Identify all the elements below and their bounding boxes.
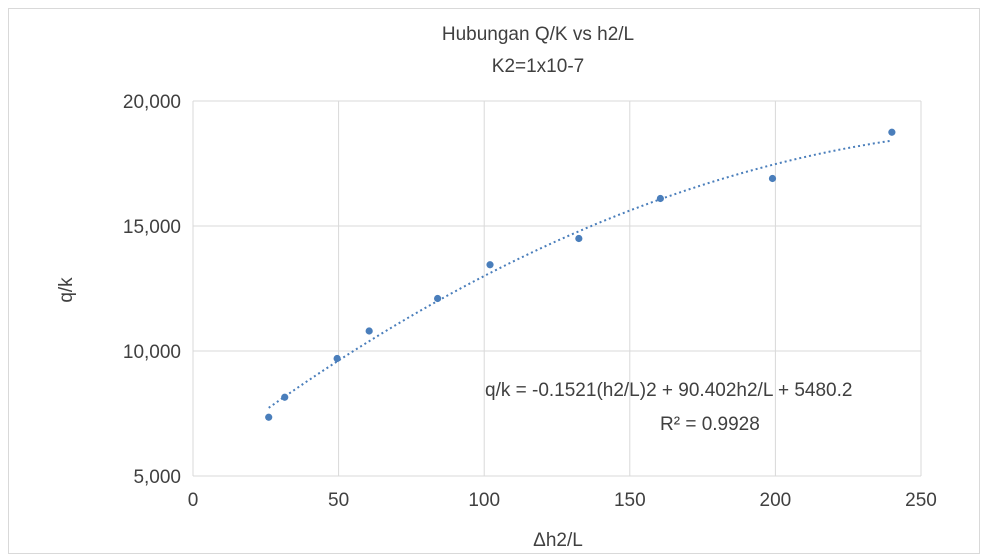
x-tick-label: 200 (760, 490, 792, 511)
x-tick-label: 100 (468, 490, 500, 511)
x-tick-label: 50 (328, 490, 349, 511)
trendline-equation: q/k = -0.1521(h2/L)2 + 90.402h2/L + 5480… (485, 380, 852, 401)
r-squared-label: R² = 0.9928 (660, 414, 760, 435)
data-point (888, 128, 896, 136)
chart-subtitle: K2=1x10-7 (492, 56, 584, 77)
data-point (575, 234, 583, 243)
data-point (265, 413, 273, 421)
trendline (268, 139, 893, 409)
y-axis-label: q/k (56, 277, 77, 303)
trendline-group (268, 139, 893, 409)
gridlines (192, 100, 922, 477)
y-tick-labels: 5,000 10,000 15,000 20,000 (123, 92, 181, 488)
data-point (768, 174, 777, 183)
data-point (434, 294, 442, 303)
data-point (333, 354, 341, 363)
x-tick-label: 150 (614, 490, 646, 511)
x-tick-label: 250 (905, 490, 937, 511)
y-tick-label: 15,000 (123, 217, 181, 238)
y-tick-label: 10,000 (123, 342, 181, 363)
data-point (281, 393, 289, 401)
data-point (656, 194, 664, 203)
x-tick-labels: 0 50 100 150 200 250 (188, 490, 937, 511)
data-point (486, 261, 494, 269)
chart-title: Hubungan Q/K vs h2/L (442, 24, 634, 45)
y-tick-label: 5,000 (133, 467, 181, 488)
data-point (365, 327, 373, 335)
x-axis-label: Δh2/L (533, 530, 583, 551)
y-tick-label: 20,000 (123, 92, 181, 113)
data-points (265, 128, 896, 421)
x-tick-label: 0 (188, 490, 199, 511)
